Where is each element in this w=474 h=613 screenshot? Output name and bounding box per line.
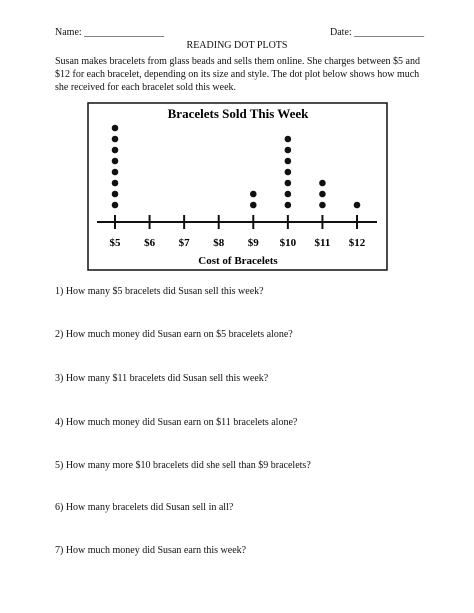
chart-title: Bracelets Sold This Week bbox=[168, 106, 309, 121]
dot bbox=[111, 190, 119, 198]
question: 2) How much money did Susan earn on $5 b… bbox=[55, 329, 293, 340]
x-tick-label: $10 bbox=[280, 237, 297, 249]
dot-plot: Bracelets Sold This Week Cost of Bracele… bbox=[87, 102, 388, 271]
question: 3) How many $11 bracelets did Susan sell… bbox=[55, 373, 269, 384]
worksheet-title: READING DOT PLOTS bbox=[186, 40, 288, 51]
dot bbox=[111, 157, 119, 165]
dot bbox=[111, 146, 119, 154]
dot bbox=[319, 190, 326, 198]
dot bbox=[284, 168, 292, 176]
dot bbox=[319, 201, 326, 209]
name-field: Name: ________________ bbox=[55, 27, 165, 38]
x-tick-label: $12 bbox=[349, 237, 366, 249]
dot-column bbox=[111, 124, 119, 209]
x-tick-label: $11 bbox=[314, 237, 330, 249]
dot bbox=[284, 201, 292, 209]
dot bbox=[111, 201, 119, 209]
dot-column bbox=[319, 179, 326, 209]
dot bbox=[284, 157, 292, 165]
dot bbox=[249, 190, 257, 198]
question: 4) How much money did Susan earn on $11 … bbox=[55, 417, 298, 428]
dot bbox=[111, 179, 119, 187]
dot-column bbox=[249, 190, 257, 209]
question: 1) How many $5 bracelets did Susan sell … bbox=[55, 286, 264, 297]
dot bbox=[319, 179, 326, 187]
dot bbox=[353, 201, 361, 209]
dot-column bbox=[353, 201, 361, 209]
x-tick-label: $6 bbox=[144, 237, 156, 249]
dot bbox=[111, 124, 119, 132]
intro-paragraph: Susan makes bracelets from glass beads a… bbox=[55, 56, 420, 93]
date-field: Date: ______________ bbox=[330, 27, 425, 38]
x-tick-label: $7 bbox=[179, 237, 191, 249]
chart-frame bbox=[87, 102, 388, 271]
x-axis-label: Cost of Bracelets bbox=[198, 255, 278, 267]
question: 6) How many bracelets did Susan sell in … bbox=[55, 502, 234, 513]
dot bbox=[284, 179, 292, 187]
dot bbox=[249, 201, 257, 209]
dot bbox=[111, 168, 119, 176]
dot bbox=[284, 135, 292, 143]
dot bbox=[284, 146, 292, 154]
question: 7) How much money did Susan earn this we… bbox=[55, 545, 247, 556]
question: 5) How many more $10 bracelets did she s… bbox=[55, 460, 311, 471]
x-tick-label: $9 bbox=[248, 237, 260, 249]
x-tick-label: $8 bbox=[213, 237, 225, 249]
x-tick-label: $5 bbox=[110, 237, 122, 249]
dot bbox=[284, 190, 292, 198]
dot bbox=[111, 135, 119, 143]
dot-column bbox=[284, 135, 292, 209]
